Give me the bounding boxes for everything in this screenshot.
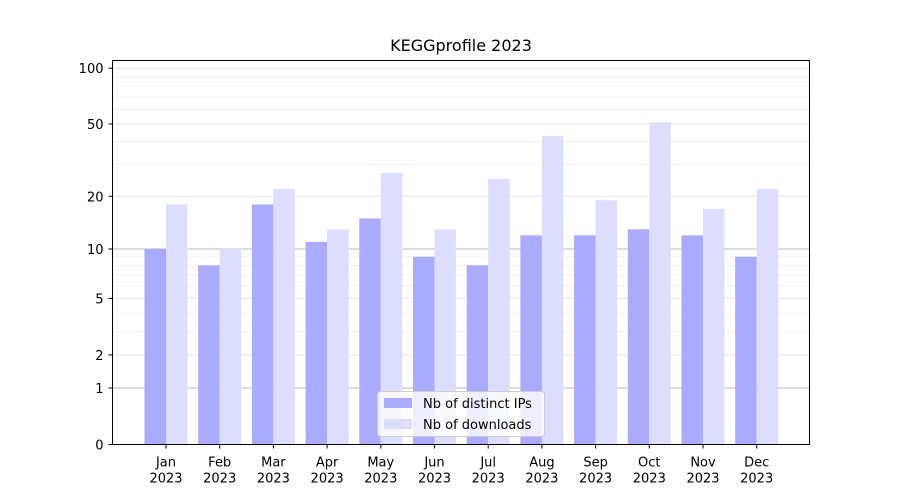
bar-distinct-ips [681, 235, 703, 445]
bar-downloads [703, 208, 725, 445]
bar-downloads [273, 188, 295, 445]
bar-distinct-ips [198, 265, 220, 445]
bar-downloads [488, 178, 510, 445]
legend-box [377, 391, 545, 437]
x-tick-label: Dec 2023 [740, 456, 773, 487]
bar-distinct-ips [574, 235, 596, 445]
x-axis: Jan 2023 Feb 2023 Mar 2023 Apr 2023 May 2023 Jun 20… [149, 444, 773, 487]
y-tick-label: 2 [95, 349, 103, 364]
plot-frame [112, 60, 810, 445]
bar-downloads [756, 188, 779, 445]
y-tick-label: 1 [95, 382, 103, 397]
y-tick-label: 20 [87, 190, 104, 205]
y-tick-label: 100 [79, 62, 104, 77]
bar-distinct-ips [735, 256, 757, 445]
bar-downloads [434, 229, 456, 445]
y-tick-label: 50 [87, 118, 104, 133]
bar-distinct-ips [251, 204, 274, 445]
legend-swatch [384, 398, 412, 408]
bar-downloads [380, 172, 403, 445]
chart-title: KEGGprofile 2023 [390, 36, 532, 55]
bar-downloads [649, 122, 671, 445]
bar-distinct-ips [627, 229, 650, 445]
bars [144, 122, 779, 445]
x-tick-label: Jun 2023 [418, 456, 451, 487]
x-tick-label: Mar 2023 [257, 456, 290, 487]
x-tick-label: Aug 2023 [525, 456, 558, 487]
legend-label: Nb of downloads [423, 418, 532, 433]
y-tick-label: 10 [87, 243, 104, 258]
legend-swatch [384, 419, 412, 429]
bar-distinct-ips [305, 241, 328, 445]
legend-label: Nb of distinct IPs [423, 397, 532, 412]
x-tick-label: Sep 2023 [579, 456, 612, 487]
x-tick-label: Jul 2023 [472, 456, 505, 487]
x-tick-label: Nov 2023 [686, 456, 719, 487]
legend: Nb of distinct IPs Nb of downloads [377, 391, 545, 437]
x-tick-label: Feb 2023 [203, 456, 236, 487]
x-tick-label: Oct 2023 [633, 456, 666, 487]
bar-downloads [166, 204, 188, 445]
bar-downloads [327, 229, 349, 445]
bar-downloads [541, 135, 564, 445]
y-axis: 0 1 2 5 10 20 50 100 [79, 62, 113, 454]
y-tick-label: 0 [95, 439, 103, 454]
bar-downloads [595, 200, 618, 445]
x-tick-label: Apr 2023 [311, 456, 344, 487]
x-tick-label: Jan 2023 [149, 456, 182, 487]
y-tick-label: 5 [95, 292, 103, 307]
bar-distinct-ips [144, 248, 166, 445]
bar-downloads [219, 248, 242, 445]
bar-distinct-ips [359, 218, 381, 445]
x-tick-label: May 2023 [364, 456, 397, 487]
